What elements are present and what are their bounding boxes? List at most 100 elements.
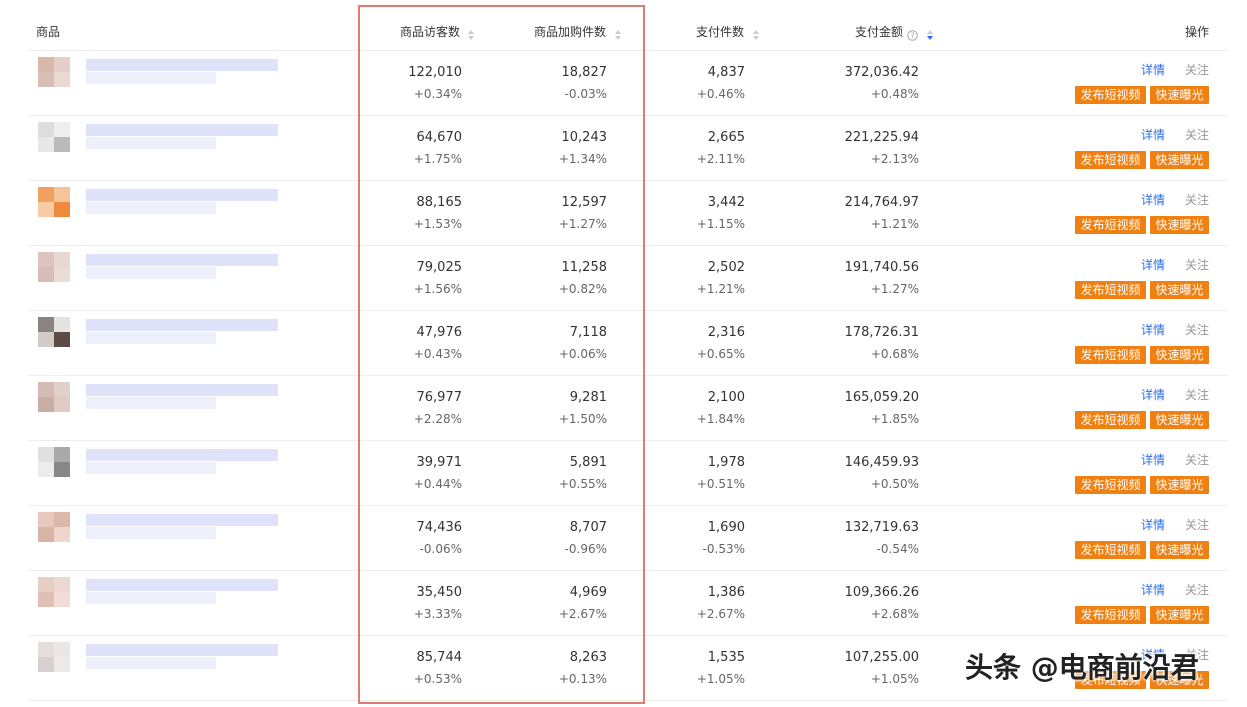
- metric-change: -0.53%: [702, 542, 745, 556]
- row-divider: [28, 570, 1228, 571]
- detail-link[interactable]: 详情: [1141, 388, 1166, 402]
- header-cell: 支付件数: [695, 25, 744, 39]
- detail-link[interactable]: 详情: [1141, 128, 1166, 142]
- highlight-box: [358, 5, 645, 704]
- sort-icon[interactable]: [467, 26, 475, 40]
- header-cell: 商品加购件数: [533, 25, 606, 39]
- detail-link[interactable]: 详情: [1141, 323, 1166, 337]
- header-cell: 支付金额: [854, 25, 903, 39]
- publish-video-button[interactable]: 发布短视频: [1075, 281, 1146, 299]
- product-title: [86, 657, 216, 669]
- metric-value: 47,976: [416, 325, 463, 340]
- metric-value: 3,442: [707, 195, 745, 210]
- publish-video-button[interactable]: 发布短视频: [1075, 411, 1146, 429]
- quick-expose-button[interactable]: 快速曝光: [1150, 411, 1209, 429]
- follow-link[interactable]: 关注: [1185, 63, 1210, 77]
- quick-expose-button[interactable]: 快速曝光: [1150, 476, 1209, 494]
- product-title: [86, 319, 278, 331]
- publish-video-button[interactable]: 发布短视频: [1075, 151, 1146, 169]
- detail-link[interactable]: 详情: [1141, 518, 1166, 532]
- publish-video-button[interactable]: 发布短视频: [1075, 346, 1146, 364]
- metric-change: -0.96%: [564, 542, 607, 556]
- quick-expose-button[interactable]: 快速曝光: [1150, 671, 1209, 689]
- metric-value: 88,165: [416, 195, 463, 210]
- follow-link[interactable]: 关注: [1185, 193, 1210, 207]
- follow-link[interactable]: 关注: [1185, 323, 1210, 337]
- detail-link[interactable]: 详情: [1141, 63, 1166, 77]
- quick-expose-button[interactable]: 快速曝光: [1150, 606, 1209, 624]
- metric-change: +1.84%: [696, 412, 745, 426]
- metric-change: -0.54%: [876, 542, 919, 556]
- metric-value: 122,010: [408, 65, 462, 80]
- product-title: [86, 124, 278, 136]
- quick-expose-button[interactable]: 快速曝光: [1150, 541, 1209, 559]
- metric-change: +1.21%: [870, 217, 919, 231]
- product-title: [86, 202, 216, 214]
- metric-change: -0.03%: [564, 87, 607, 101]
- publish-video-button[interactable]: 发布短视频: [1075, 476, 1146, 494]
- metric-change: +1.27%: [870, 282, 919, 296]
- metric-change: +1.05%: [870, 672, 919, 686]
- product-title: [86, 267, 216, 279]
- metric-value: 4,969: [569, 585, 607, 600]
- publish-video-button[interactable]: 发布短视频: [1075, 541, 1146, 559]
- publish-video-button[interactable]: 发布短视频: [1075, 606, 1146, 624]
- product-title: [86, 514, 278, 526]
- metric-change: +2.68%: [870, 607, 919, 621]
- metric-change: +1.53%: [413, 217, 462, 231]
- follow-link[interactable]: 关注: [1185, 453, 1210, 467]
- metric-change: +0.06%: [558, 347, 607, 361]
- row-divider: [28, 375, 1228, 376]
- detail-link[interactable]: 详情: [1141, 453, 1166, 467]
- metric-value: 79,025: [416, 260, 463, 275]
- metric-change: +0.34%: [413, 87, 462, 101]
- metric-change: +1.15%: [696, 217, 745, 231]
- row-divider: [28, 310, 1228, 311]
- quick-expose-button[interactable]: 快速曝光: [1150, 216, 1209, 234]
- row-divider: [28, 50, 1228, 51]
- metric-change: +1.75%: [413, 152, 462, 166]
- metric-value: 76,977: [416, 390, 463, 405]
- sort-icon[interactable]: [614, 26, 622, 40]
- product-title: [86, 137, 216, 149]
- product-title: [86, 332, 216, 344]
- metric-change: +0.43%: [413, 347, 462, 361]
- metric-value: 1,690: [707, 520, 745, 535]
- metric-change: +0.51%: [696, 477, 745, 491]
- quick-expose-button[interactable]: 快速曝光: [1150, 281, 1209, 299]
- row-divider: [28, 700, 1228, 701]
- watermark: 头条 @电商前沿君: [965, 651, 1199, 684]
- follow-link[interactable]: 关注: [1185, 258, 1210, 272]
- quick-expose-button[interactable]: 快速曝光: [1150, 346, 1209, 364]
- metric-change: +0.68%: [870, 347, 919, 361]
- follow-link[interactable]: 关注: [1185, 583, 1210, 597]
- publish-video-button[interactable]: 发布短视频: [1075, 216, 1146, 234]
- product-title: [86, 449, 278, 461]
- header-cell: 商品: [36, 25, 61, 39]
- help-icon: ?: [907, 26, 918, 41]
- detail-link[interactable]: 详情: [1141, 648, 1166, 662]
- follow-link[interactable]: 关注: [1185, 128, 1210, 142]
- publish-video-button[interactable]: 发布短视频: [1075, 671, 1146, 689]
- metric-value: 39,971: [416, 455, 463, 470]
- detail-link[interactable]: 详情: [1141, 193, 1166, 207]
- publish-video-button[interactable]: 发布短视频: [1075, 86, 1146, 104]
- metric-value: 5,891: [569, 455, 607, 470]
- sort-icon[interactable]: [752, 26, 760, 40]
- metric-value: 8,707: [569, 520, 607, 535]
- metric-change: +0.46%: [696, 87, 745, 101]
- metric-change: +0.50%: [870, 477, 919, 491]
- follow-link[interactable]: 关注: [1185, 648, 1210, 662]
- quick-expose-button[interactable]: 快速曝光: [1150, 86, 1209, 104]
- metric-value: 11,258: [561, 260, 608, 275]
- sort-icon[interactable]: [926, 26, 934, 40]
- metric-value: 178,726.31: [844, 325, 919, 340]
- follow-link[interactable]: 关注: [1185, 388, 1210, 402]
- follow-link[interactable]: 关注: [1185, 518, 1210, 532]
- quick-expose-button[interactable]: 快速曝光: [1150, 151, 1209, 169]
- detail-link[interactable]: 详情: [1141, 583, 1166, 597]
- metric-value: 7,118: [569, 325, 607, 340]
- detail-link[interactable]: 详情: [1141, 258, 1166, 272]
- metric-value: 8,263: [569, 650, 607, 665]
